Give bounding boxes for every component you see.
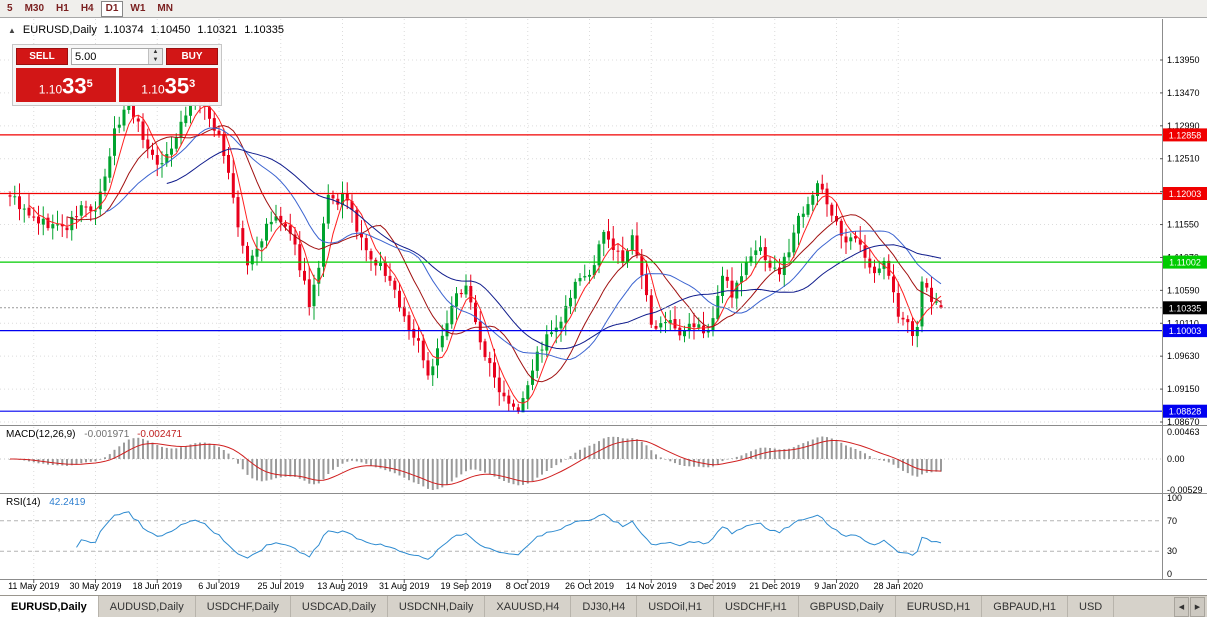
svg-text:1.12003: 1.12003: [1169, 189, 1202, 199]
price-axis: 1.139501.134701.129901.125101.120301.115…: [1160, 55, 1203, 579]
volume-increase-button[interactable]: ▲: [149, 49, 162, 57]
svg-text:1.13950: 1.13950: [1167, 55, 1200, 65]
svg-text:0: 0: [1167, 569, 1172, 579]
chart-tab-xauusd-h4[interactable]: XAUUSD,H4: [485, 596, 572, 617]
buy-price-fraction: 3: [189, 78, 196, 90]
svg-text:8 Oct 2019: 8 Oct 2019: [506, 581, 550, 591]
tabs-scroll-left-button[interactable]: ◀: [1174, 597, 1189, 617]
volume-control: ▲ ▼: [71, 48, 163, 65]
chart-tab-dj30-h4[interactable]: DJ30,H4: [571, 596, 638, 617]
candlestick-series: [8, 90, 943, 414]
svg-text:1.13470: 1.13470: [1167, 88, 1200, 98]
tabs-scroll-right-button[interactable]: ▶: [1190, 597, 1205, 617]
date-axis: 11 May 2019 30 May 2019 18 Jun 2019 6 Jul 2…: [8, 579, 923, 591]
chart-tab-usdchf-daily[interactable]: USDCHF,Daily: [196, 596, 291, 617]
svg-text:6 Jul 2019: 6 Jul 2019: [198, 581, 240, 591]
svg-text:1.10335: 1.10335: [1169, 303, 1202, 313]
volume-spinner: ▲ ▼: [148, 49, 162, 64]
sell-price-pips: 33: [62, 73, 87, 99]
svg-text:1.08670: 1.08670: [1167, 417, 1200, 427]
svg-text:1.12858: 1.12858: [1169, 130, 1202, 140]
svg-text:30: 30: [1167, 546, 1177, 556]
buy-price-base: 1.10: [141, 82, 165, 97]
sell-price-base: 1.10: [38, 82, 63, 97]
svg-text:70: 70: [1167, 516, 1177, 526]
svg-text:18 Jun 2019: 18 Jun 2019: [132, 581, 182, 591]
timeframe-button-h1[interactable]: H1: [56, 3, 69, 14]
trade-prices-row: 1.10335 1.10353: [16, 68, 218, 102]
macd-panel: [0, 436, 1163, 490]
rsi-panel: [0, 511, 1163, 560]
svg-text:25 Jul 2019: 25 Jul 2019: [257, 581, 304, 591]
svg-text:28 Jan 2020: 28 Jan 2020: [873, 581, 923, 591]
chart-tab-usdchf-h1[interactable]: USDCHF,H1: [714, 596, 799, 617]
chart-tab-eurusd-h1[interactable]: EURUSD,H1: [896, 596, 983, 617]
trade-buttons-row: SELL ▲ ▼ BUY: [16, 48, 218, 65]
chart-tab-usdoil-h1[interactable]: USDOil,H1: [637, 596, 714, 617]
svg-text:1.11002: 1.11002: [1169, 258, 1201, 268]
svg-text:0.00: 0.00: [1167, 454, 1185, 464]
chart-tabs-bar: EURUSD,Daily AUDUSD,Daily USDCHF,Daily USDC…: [0, 595, 1207, 617]
horizontal-level-lines: [0, 134, 1163, 412]
svg-text:26 Oct 2019: 26 Oct 2019: [565, 581, 614, 591]
svg-text:1.10110: 1.10110: [1167, 318, 1199, 328]
svg-text:1.09630: 1.09630: [1167, 351, 1200, 361]
buy-price-pips: 35: [164, 73, 190, 99]
svg-text:11 May 2019: 11 May 2019: [8, 581, 59, 591]
svg-text:21 Dec 2019: 21 Dec 2019: [749, 581, 800, 591]
buy-button[interactable]: BUY: [166, 48, 218, 65]
moving-average-lines: [28, 105, 942, 404]
svg-text:3 Dec 2019: 3 Dec 2019: [690, 581, 736, 591]
sell-button[interactable]: SELL: [16, 48, 68, 65]
volume-input[interactable]: [72, 49, 148, 64]
svg-text:1.12510: 1.12510: [1167, 154, 1200, 164]
chart-tab-gbpaud-h1[interactable]: GBPAUD,H1: [982, 596, 1069, 617]
sell-price-display[interactable]: 1.10335: [16, 68, 116, 102]
panel-borders: [0, 19, 1207, 580]
chart-tab-audusd-daily[interactable]: AUDUSD,Daily: [99, 596, 196, 617]
svg-text:13 Aug 2019: 13 Aug 2019: [317, 581, 368, 591]
svg-text:1.10590: 1.10590: [1167, 285, 1200, 295]
svg-text:1.08828: 1.08828: [1169, 407, 1202, 417]
timeframe-button-h4[interactable]: H4: [80, 3, 94, 14]
price-chart[interactable]: 1.139501.134701.129901.125101.120301.115…: [0, 19, 1207, 595]
chart-tab-usdcad-daily[interactable]: USDCAD,Daily: [291, 596, 388, 617]
timeframe-button-m30[interactable]: M30: [24, 3, 45, 14]
volume-decrease-button[interactable]: ▼: [149, 56, 162, 64]
buy-price-display[interactable]: 1.10353: [118, 68, 218, 102]
svg-text:-0.00529: -0.00529: [1167, 485, 1203, 495]
timeframe-toolbar: 5 M30 H1 H4 D1 W1 MN: [0, 0, 1207, 18]
chart-area: 1.139501.134701.129901.125101.120301.115…: [0, 19, 1207, 595]
svg-text:30 May 2019: 30 May 2019: [69, 581, 121, 591]
tabs-scroll-controls: ◀ ▶: [1174, 597, 1205, 617]
chart-tab-usd[interactable]: USD: [1068, 596, 1115, 617]
svg-text:1.11550: 1.11550: [1167, 220, 1199, 230]
chart-tab-eurusd-daily[interactable]: EURUSD,Daily: [0, 596, 99, 617]
chart-tab-gbpusd-daily[interactable]: GBPUSD,Daily: [799, 596, 896, 617]
svg-text:14 Nov 2019: 14 Nov 2019: [626, 581, 677, 591]
svg-text:19 Sep 2019: 19 Sep 2019: [440, 581, 491, 591]
chart-tab-usdcnh-daily[interactable]: USDCNH,Daily: [388, 596, 486, 617]
svg-text:100: 100: [1167, 493, 1182, 503]
svg-text:1.10003: 1.10003: [1169, 326, 1202, 336]
timeframe-button-w1[interactable]: W1: [130, 3, 146, 14]
one-click-trading-panel: SELL ▲ ▼ BUY 1.10335 1.10353: [12, 44, 222, 106]
timeframe-button-5[interactable]: 5: [7, 3, 13, 14]
svg-text:31 Aug 2019: 31 Aug 2019: [379, 581, 430, 591]
svg-text:0.00463: 0.00463: [1167, 427, 1200, 437]
sell-price-fraction: 5: [86, 78, 93, 90]
timeframe-button-d1[interactable]: D1: [100, 0, 124, 17]
timeframe-button-mn[interactable]: MN: [157, 3, 173, 14]
svg-text:9 Jan 2020: 9 Jan 2020: [814, 581, 859, 591]
price-level-badges: 1.12858 1.12003 1.11002 1.10003 1.08828 1.103…: [1163, 128, 1207, 418]
svg-text:1.09150: 1.09150: [1167, 384, 1200, 394]
svg-text:1.12990: 1.12990: [1167, 121, 1200, 131]
